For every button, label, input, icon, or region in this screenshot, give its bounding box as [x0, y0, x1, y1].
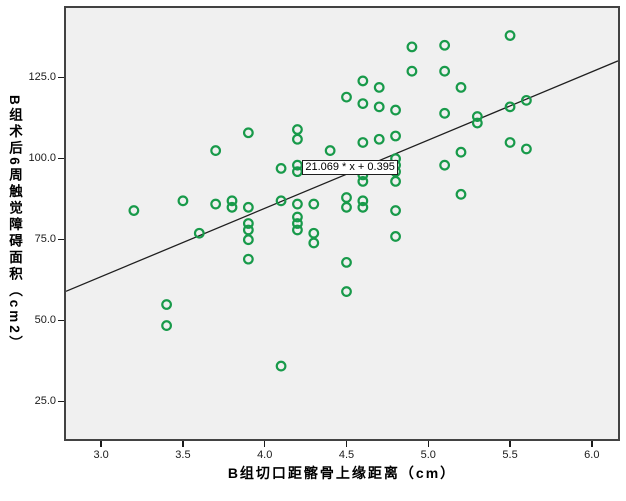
scatter-point [455, 188, 467, 200]
scatter-point [455, 81, 467, 93]
scatter-point [455, 146, 467, 158]
x-tick-mark [100, 441, 102, 447]
scatter-point [308, 237, 320, 249]
y-axis-title: B组术后6周触觉障碍面积（cm2） [7, 94, 22, 353]
scatter-point [341, 91, 352, 103]
scatter-point [341, 201, 352, 213]
plot-area: 21.069 * x + 0.395 [64, 6, 620, 441]
x-tick-mark [509, 441, 511, 447]
scatter-point [504, 30, 516, 41]
x-tick-label: 5.5 [502, 449, 518, 461]
scatter-point [439, 65, 451, 77]
scatter-point [357, 137, 369, 148]
scatter-point [242, 253, 254, 265]
scatter-point [357, 98, 369, 109]
scatter-point [242, 224, 254, 236]
scatter-point [177, 195, 189, 207]
scatter-point [390, 130, 401, 142]
x-tick-label: 3.5 [175, 449, 191, 461]
x-tick-mark [427, 441, 430, 447]
scatter-point [390, 231, 401, 242]
scatter-point [292, 218, 303, 229]
scatter-point [471, 111, 483, 122]
y-tick-mark [58, 76, 64, 79]
scatter-point [242, 201, 254, 213]
x-tick-mark [591, 441, 593, 447]
y-tick-mark [58, 238, 64, 241]
y-tick-label: 125.0 [28, 71, 56, 84]
scatter-point [275, 163, 287, 174]
scatter-point [308, 198, 320, 210]
fit-line [66, 60, 618, 292]
scatter-point [504, 101, 516, 113]
scatter-point [275, 195, 287, 207]
scatter-point [521, 143, 532, 155]
scatter-point [439, 107, 451, 119]
scatter-point [292, 166, 303, 178]
scatter-point [439, 39, 451, 51]
scatter-point [275, 360, 287, 372]
scatter-point [373, 133, 385, 145]
scatter-point [471, 117, 483, 129]
x-tick-mark [345, 441, 348, 447]
plot-canvas [66, 30, 618, 372]
scatter-point [292, 211, 303, 223]
scatter-point [390, 175, 401, 187]
x-tick-label: 5.0 [420, 449, 436, 461]
y-tick-label: 50.0 [34, 314, 56, 327]
y-tick-mark [58, 400, 64, 403]
scatter-point [357, 75, 369, 87]
scatter-point [161, 320, 172, 331]
scatter-point [128, 205, 140, 216]
x-tick-mark [182, 441, 184, 447]
scatter-point [242, 218, 254, 229]
y-tick-label: 25.0 [34, 395, 56, 408]
y-tick-label: 100.0 [28, 152, 56, 165]
scatter-point [357, 201, 369, 213]
scatter-point [357, 195, 369, 207]
scatter-point [341, 286, 352, 297]
scatter-point [193, 227, 205, 239]
scatter-point [308, 227, 320, 239]
scatter-point [341, 256, 352, 268]
scatter-point [357, 175, 369, 187]
scatter-point [210, 198, 222, 210]
scatter-point [521, 94, 532, 106]
scatter-point [161, 299, 172, 310]
scatter-point [226, 195, 238, 207]
scatter-point [292, 124, 303, 135]
y-tick-mark [58, 319, 64, 322]
scatter-point [373, 81, 385, 93]
scatter-point [292, 159, 303, 171]
x-tick-label: 3.0 [93, 449, 109, 461]
scatter-point [373, 101, 385, 113]
scatter-point [406, 65, 418, 77]
fit-line-equation-label: 21.069 * x + 0.395 [302, 159, 398, 175]
x-tick-mark [263, 441, 266, 447]
x-tick-label: 6.0 [584, 449, 600, 461]
x-tick-label: 4.5 [338, 449, 355, 461]
scatter-point [341, 192, 352, 203]
scatter-point [292, 224, 303, 236]
y-tick-label: 75.0 [34, 233, 56, 246]
y-tick-mark [58, 157, 64, 160]
scatter-point [292, 198, 303, 210]
scatter-point [390, 205, 401, 216]
x-axis-title: B组切口距髂骨上缘距离（cm） [227, 465, 457, 481]
scatter-point [292, 133, 303, 145]
x-tick-label: 4.0 [257, 449, 273, 461]
scatter-point [439, 159, 451, 171]
scatter-point [504, 137, 516, 148]
scatter-point [324, 145, 336, 156]
scatter-point [406, 41, 418, 53]
scatter-point [390, 104, 401, 116]
scatter-point [210, 145, 222, 156]
scatter-point [242, 234, 254, 246]
scatter-point [242, 127, 254, 139]
scatter-point [226, 201, 238, 213]
